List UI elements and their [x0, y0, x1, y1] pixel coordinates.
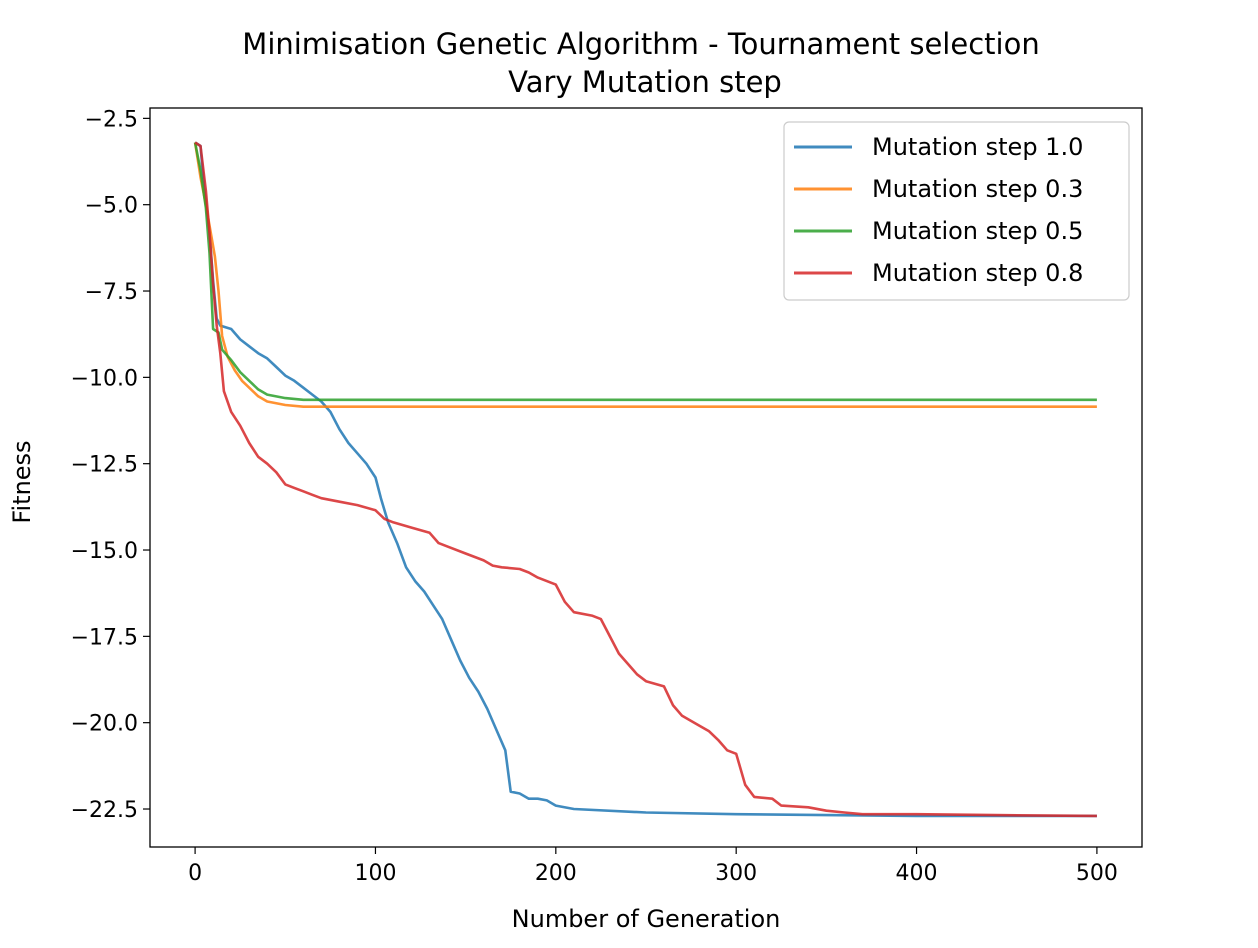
legend-label: Mutation step 0.5 — [872, 217, 1083, 245]
chart-title: Minimisation Genetic Algorithm - Tournam… — [242, 27, 1039, 61]
legend-label: Mutation step 0.3 — [872, 175, 1083, 203]
legend-label: Mutation step 1.0 — [872, 133, 1083, 161]
legend: Mutation step 1.0 Mutation step 0.3 Mutati… — [783, 121, 1130, 301]
y-axis-label: Fitness — [8, 440, 36, 523]
y-tick-label: −20.0 — [71, 712, 138, 737]
x-tick-label: 300 — [715, 861, 757, 886]
y-tick-label: −2.5 — [85, 107, 138, 132]
series-line-2 — [193, 142, 1097, 402]
x-tick-label: 0 — [188, 861, 202, 886]
chart-subtitle: Vary Mutation step — [508, 65, 782, 99]
y-tick-label: −7.5 — [85, 280, 138, 305]
legend-label: Mutation step 0.8 — [872, 259, 1083, 287]
y-tick-label: −12.5 — [71, 453, 138, 478]
x-tick-label: 200 — [535, 861, 577, 886]
y-tick-label: −15.0 — [71, 539, 138, 564]
y-tick-label: −22.5 — [71, 798, 138, 823]
axis-ticks: 0 100 200 300 400 500 −2.5 −5.0 −7.5 −10.0 −12.5 −1… — [71, 107, 1118, 886]
y-tick-label: −10.0 — [71, 366, 138, 391]
x-axis-label: Number of Generation — [512, 905, 781, 933]
series-lines — [193, 141, 1097, 818]
y-tick-label: −5.0 — [85, 194, 138, 219]
series-line-0 — [194, 141, 1097, 818]
x-tick-label: 100 — [354, 861, 396, 886]
series-line-3 — [194, 141, 1097, 818]
plot-area-frame — [149, 107, 1143, 848]
y-tick-label: −17.5 — [71, 625, 138, 650]
x-tick-label: 400 — [896, 861, 938, 886]
legend-box — [783, 121, 1130, 301]
x-tick-label: 500 — [1076, 861, 1118, 886]
